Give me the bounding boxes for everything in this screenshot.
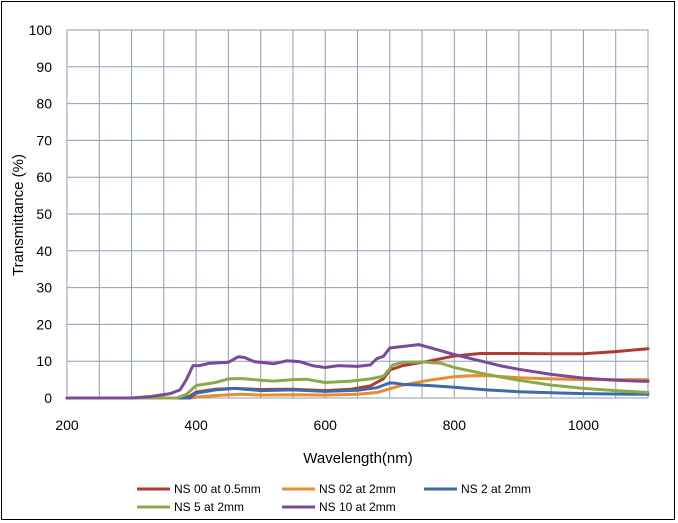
x-axis-title: Wavelength(nm) xyxy=(303,450,412,467)
x-tick-label: 1000 xyxy=(568,417,599,433)
x-tick-label: 200 xyxy=(55,417,79,433)
y-tick-label: 0 xyxy=(44,390,52,406)
legend-label: NS 10 at 2mm xyxy=(319,500,396,514)
y-tick-label: 90 xyxy=(36,59,52,75)
legend-label: NS 02 at 2mm xyxy=(319,482,396,496)
y-tick-label: 20 xyxy=(36,316,52,332)
series-line xyxy=(65,360,650,400)
x-tick-label: 800 xyxy=(443,417,467,433)
legend: NS 00 at 0.5mm NS 02 at 2mm NS 2 at 2mm NS … xyxy=(137,482,531,514)
grid xyxy=(66,29,649,399)
x-tick-label: 400 xyxy=(184,417,208,433)
y-tick-label: 40 xyxy=(36,243,52,259)
y-axis-title: Transmittance (%) xyxy=(10,154,27,276)
series-line xyxy=(65,381,650,400)
series-line xyxy=(65,343,650,400)
series-lines xyxy=(65,343,650,400)
tick-labels: 200 400 600 800 1000 0 10 20 30 40 50 60 70 80 90 100 xyxy=(29,22,600,433)
y-tick-label: 70 xyxy=(36,132,52,148)
y-tick-label: 60 xyxy=(36,169,52,185)
y-tick-label: 10 xyxy=(36,353,52,369)
y-tick-label: 30 xyxy=(36,280,52,296)
legend-label: NS 5 at 2mm xyxy=(174,500,244,514)
y-tick-label: 50 xyxy=(36,206,52,222)
legend-label: NS 2 at 2mm xyxy=(461,482,531,496)
series-line xyxy=(65,374,650,400)
plot-area xyxy=(66,29,649,399)
legend-label: NS 00 at 0.5mm xyxy=(174,482,261,496)
y-tick-label: 100 xyxy=(29,22,53,38)
x-tick-label: 600 xyxy=(314,417,338,433)
y-tick-label: 80 xyxy=(36,96,52,112)
